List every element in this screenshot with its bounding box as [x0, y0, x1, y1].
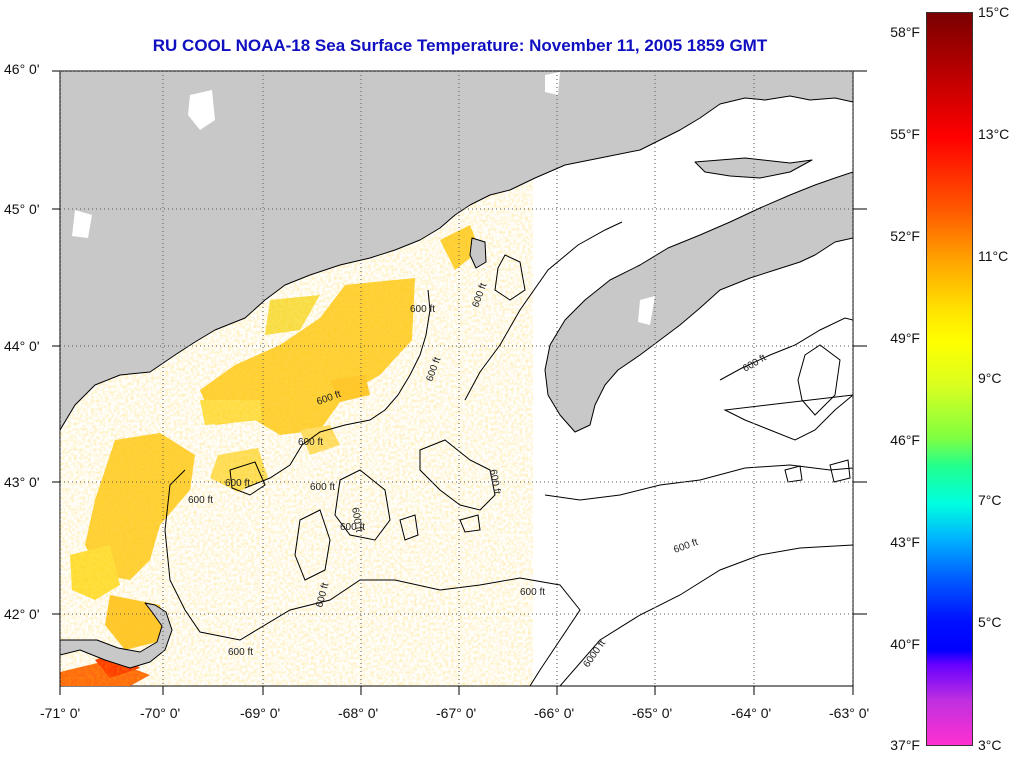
fahrenheit-label: 40°F [890, 636, 920, 652]
lon-label: -68° 0' [338, 705, 378, 721]
land-layer [60, 71, 853, 686]
bathymetry-contours [164, 221, 853, 686]
celsius-label: 3°C [978, 737, 1002, 753]
lon-label: -66° 0' [534, 705, 574, 721]
lat-label: 43° 0' [4, 474, 40, 490]
contour-label: 600 ft [228, 647, 253, 658]
lat-label: 44° 0' [4, 338, 40, 354]
contour-label: 600 ft [310, 482, 335, 493]
lat-label: 46° 0' [4, 61, 40, 77]
land-nova-scotia [544, 171, 853, 433]
fahrenheit-label: 43°F [890, 534, 920, 550]
lon-label: -63° 0' [829, 705, 869, 721]
fahrenheit-label: 46°F [890, 432, 920, 448]
contour-label: 600 ft [225, 478, 250, 489]
temperature-colorbar [926, 12, 973, 746]
contour-label: 600 ft [410, 304, 435, 315]
fahrenheit-label: 37°F [890, 737, 920, 753]
fahrenheit-label: 49°F [890, 330, 920, 346]
celsius-label: 9°C [978, 370, 1002, 386]
lon-label: -69° 0' [240, 705, 280, 721]
fahrenheit-label: 58°F [890, 24, 920, 40]
celsius-label: 13°C [978, 126, 1010, 142]
contour-label: 600 ft [340, 522, 365, 533]
contour-label: 600 ft [520, 587, 545, 598]
land-new-england [60, 71, 853, 431]
celsius-label: 11°C [978, 248, 1009, 264]
graticule [60, 71, 853, 686]
land-grand-manan [469, 237, 487, 269]
celsius-label: 15°C [978, 4, 1010, 20]
lon-label: -71° 0' [40, 705, 80, 721]
fahrenheit-label: 55°F [890, 126, 920, 142]
lon-label: -67° 0' [436, 705, 476, 721]
contour-label: 600 ft [188, 495, 213, 506]
contour-label: 600 ft [487, 469, 502, 496]
lon-label: -70° 0' [140, 705, 180, 721]
latitude-labels: 46° 0' 45° 0' 44° 0' 43° 0' 42° 0' [4, 61, 40, 622]
interior-water-layer [72, 72, 655, 325]
map-title: RU COOL NOAA-18 Sea Surface Temperature:… [152, 36, 768, 55]
longitude-labels: -71° 0' -70° 0' -69° 0' -68° 0' -67° 0' … [40, 705, 869, 721]
lat-label: 42° 0' [4, 606, 40, 622]
celsius-label: 7°C [978, 492, 1002, 508]
celsius-label: 5°C [978, 614, 1002, 630]
lat-label: 45° 0' [4, 201, 40, 217]
lon-label: -65° 0' [632, 705, 672, 721]
contour-label: 600 ft [298, 437, 323, 448]
axis-ticks [52, 70, 867, 695]
land-cape-cod [60, 602, 173, 686]
fahrenheit-label: 52°F [890, 228, 920, 244]
lon-label: -64° 0' [731, 705, 771, 721]
contour-label: 600 ft [349, 507, 364, 534]
